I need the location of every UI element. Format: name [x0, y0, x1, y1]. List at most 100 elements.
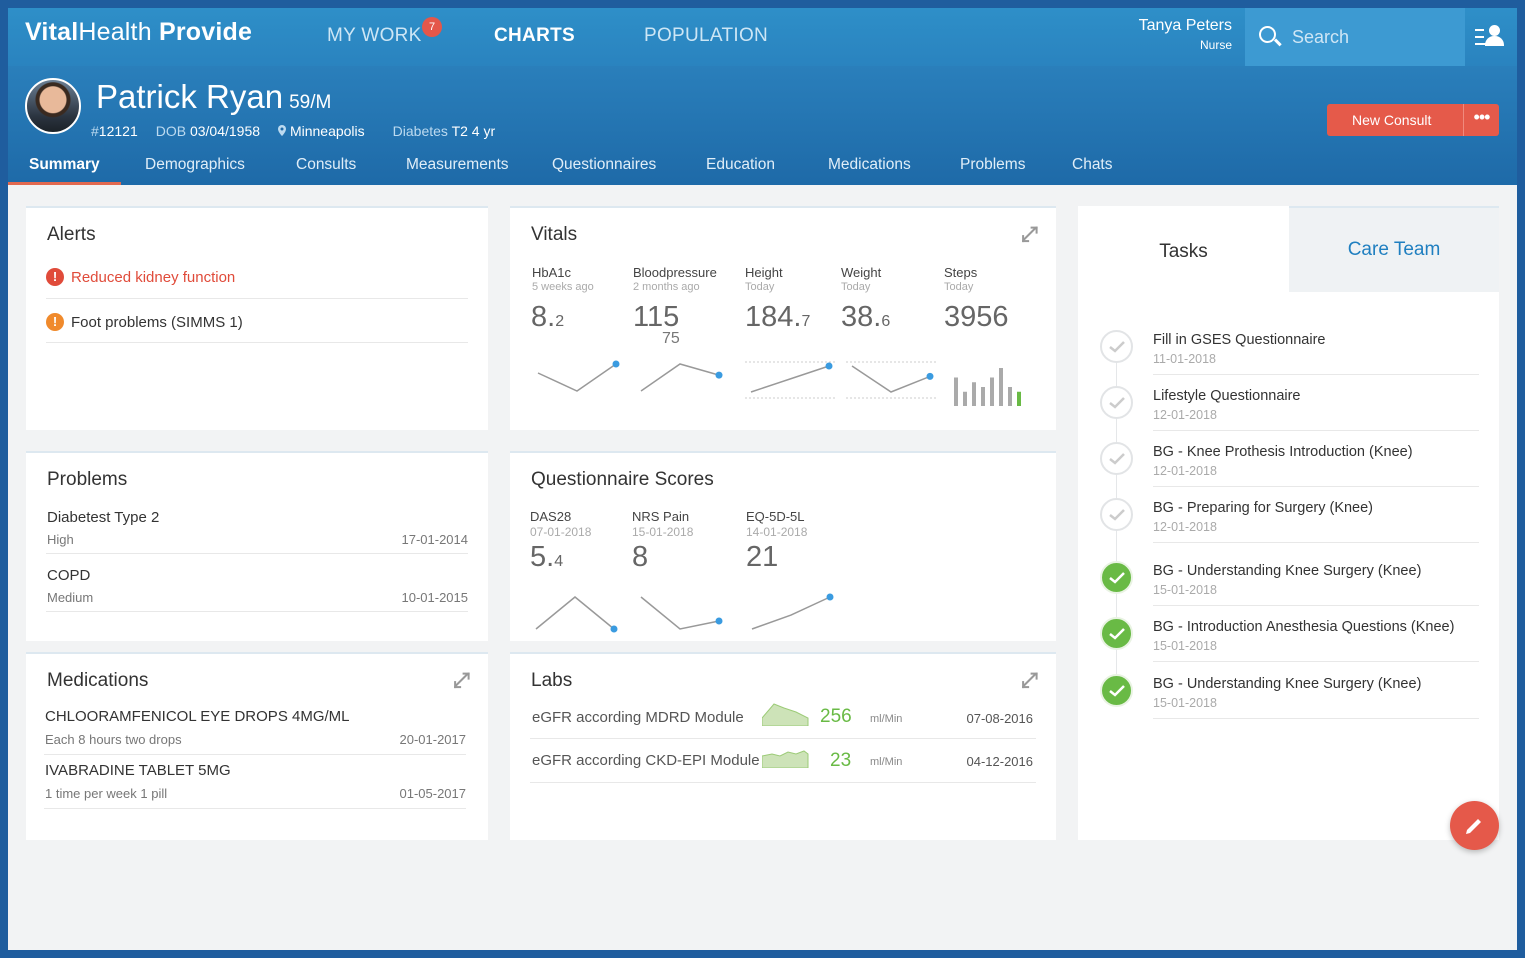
- medication-dose: Each 8 hours two drops: [45, 732, 182, 747]
- tab-chats[interactable]: Chats: [1072, 156, 1113, 173]
- tasks-panel: Tasks Care Team Fill in GSES Questionnai…: [1078, 206, 1499, 840]
- alerts-card: Alerts ! Reduced kidney function ! Foot …: [26, 206, 488, 430]
- problems-card: Problems Diabetest Type 2 High 17-01-201…: [26, 451, 488, 641]
- sparkline-last-point: [826, 593, 834, 601]
- vital-label: Height: [745, 265, 783, 280]
- steps-bar: [1017, 391, 1021, 406]
- search-icon: [1259, 26, 1276, 43]
- search-box[interactable]: Search: [1245, 8, 1465, 66]
- alert-item[interactable]: Foot problems (SIMMS 1): [71, 314, 243, 331]
- task-todo-check-icon[interactable]: [1100, 330, 1133, 363]
- steps-bar: [954, 377, 958, 406]
- sparkline-line: [751, 596, 831, 630]
- task-todo-check-icon[interactable]: [1100, 386, 1133, 419]
- tab-tasks[interactable]: Tasks: [1078, 206, 1289, 292]
- sparkline-line: [750, 365, 830, 393]
- tab-education[interactable]: Education: [706, 156, 775, 173]
- nav-charts[interactable]: CHARTS: [494, 25, 575, 46]
- task-done-check-icon[interactable]: [1100, 561, 1133, 594]
- nav-population[interactable]: POPULATION: [644, 25, 769, 46]
- patient-name: Patrick Ryan 59/M: [96, 78, 332, 115]
- medications-card: Medications CHLOORAMFENICOL EYE DROPS 4M…: [26, 652, 488, 840]
- patient-info: #12121 DOB 03/04/1958 Minneapolis Diabet…: [91, 123, 495, 139]
- task-title[interactable]: BG - Preparing for Surgery (Knee): [1153, 500, 1374, 516]
- medication-name[interactable]: CHLOORAMFENICOL EYE DROPS 4MG/ML: [45, 708, 350, 725]
- error-icon: !: [46, 268, 64, 286]
- top-bar: VitalHealth Provide MY WORK 7 CHARTS POP…: [8, 8, 1517, 66]
- questionnaire-value: 21: [746, 541, 779, 573]
- user-menu-icon[interactable]: [1475, 25, 1507, 49]
- user-name: Tanya Peters: [1138, 17, 1232, 34]
- vital-sparkline: [846, 361, 936, 399]
- new-consult-button[interactable]: New Consult •••: [1327, 104, 1499, 136]
- steps-bar: [999, 368, 1003, 406]
- task-date: 15-01-2018: [1153, 583, 1217, 597]
- more-actions-button[interactable]: •••: [1463, 104, 1499, 136]
- tab-care-team[interactable]: Care Team: [1289, 206, 1499, 292]
- tab-problems[interactable]: Problems: [960, 156, 1026, 173]
- lab-name[interactable]: eGFR according MDRD Module: [532, 709, 744, 726]
- tab-consults[interactable]: Consults: [296, 156, 357, 173]
- questionnaire-value: 5.4: [530, 541, 564, 573]
- problem-date: 10-01-2015: [401, 590, 469, 605]
- lab-name[interactable]: eGFR according CKD-EPI Module: [532, 752, 760, 769]
- active-tab-indicator: [8, 182, 121, 185]
- patient-city: Minneapolis: [278, 123, 365, 139]
- task-todo-check-icon[interactable]: [1100, 498, 1133, 531]
- tab-medications[interactable]: Medications: [828, 156, 911, 173]
- lab-area-chart: [762, 703, 809, 726]
- task-title[interactable]: BG - Knee Prothesis Introduction (Knee): [1153, 444, 1413, 460]
- questionnaire-title: Questionnaire Scores: [531, 469, 714, 490]
- user-role: Nurse: [1199, 38, 1232, 52]
- pencil-icon: [1466, 819, 1481, 834]
- task-done-check-icon[interactable]: [1100, 674, 1133, 707]
- edit-button[interactable]: [1450, 801, 1499, 850]
- problem-name[interactable]: COPD: [47, 567, 91, 584]
- sparkline-line: [851, 365, 931, 393]
- task-todo-check-icon[interactable]: [1100, 442, 1133, 475]
- vitals-card: Vitals HbA1c 5 weeks ago 8.2 Bloodpressu…: [510, 206, 1056, 430]
- vital-label: HbA1c: [532, 265, 572, 280]
- expand-icon[interactable]: [1020, 225, 1038, 243]
- task-done-check-icon[interactable]: [1100, 617, 1133, 650]
- search-input[interactable]: Search: [1292, 27, 1350, 47]
- expand-icon[interactable]: [452, 671, 470, 689]
- vital-sub: 2 months ago: [633, 281, 700, 293]
- vital-sub: Today: [841, 281, 871, 293]
- task-title[interactable]: Fill in GSES Questionnaire: [1153, 332, 1326, 348]
- vital-sparkline: [640, 363, 723, 392]
- location-pin-icon: [278, 125, 287, 136]
- labs-title: Labs: [531, 670, 573, 691]
- alerts-title: Alerts: [47, 224, 96, 245]
- warning-icon: !: [46, 313, 64, 331]
- problem-name[interactable]: Diabetest Type 2: [47, 509, 160, 526]
- sparkline-last-point: [610, 625, 618, 633]
- task-title[interactable]: BG - Introduction Anesthesia Questions (…: [1153, 619, 1455, 635]
- expand-icon[interactable]: [1020, 671, 1038, 689]
- tab-measurements[interactable]: Measurements: [406, 156, 509, 173]
- task-date: 12-01-2018: [1153, 464, 1217, 478]
- vital-sub: 5 weeks ago: [532, 281, 594, 293]
- vitals-title: Vitals: [531, 224, 578, 245]
- labs-card: Labs eGFR according MDRD Module 256 ml/M…: [510, 652, 1056, 840]
- questionnaire-date: 15-01-2018: [632, 525, 694, 539]
- current-user[interactable]: Tanya Peters Nurse: [1139, 17, 1232, 52]
- lab-value: 23: [830, 750, 852, 771]
- questionnaire-label: NRS Pain: [632, 509, 690, 524]
- tab-demographics[interactable]: Demographics: [145, 156, 245, 173]
- problem-date: 17-01-2014: [401, 532, 469, 547]
- alert-item[interactable]: Reduced kidney function: [71, 269, 236, 286]
- steps-bar: [1008, 387, 1012, 406]
- app-logo[interactable]: VitalHealth Provide: [25, 18, 253, 46]
- tab-questionnaires[interactable]: Questionnaires: [552, 156, 657, 173]
- task-title[interactable]: BG - Understanding Knee Surgery (Knee): [1153, 563, 1422, 579]
- vital-sub: Today: [745, 281, 775, 293]
- task-title[interactable]: Lifestyle Questionnaire: [1153, 388, 1301, 404]
- questionnaire-date: 14-01-2018: [746, 525, 808, 539]
- nav-my-work[interactable]: MY WORK: [327, 25, 422, 46]
- task-title[interactable]: BG - Understanding Knee Surgery (Knee): [1153, 676, 1422, 692]
- lab-unit: ml/Min: [870, 756, 903, 768]
- medication-name[interactable]: IVABRADINE TABLET 5MG: [45, 762, 231, 779]
- tab-summary[interactable]: Summary: [29, 156, 100, 173]
- task-date: 12-01-2018: [1153, 520, 1217, 534]
